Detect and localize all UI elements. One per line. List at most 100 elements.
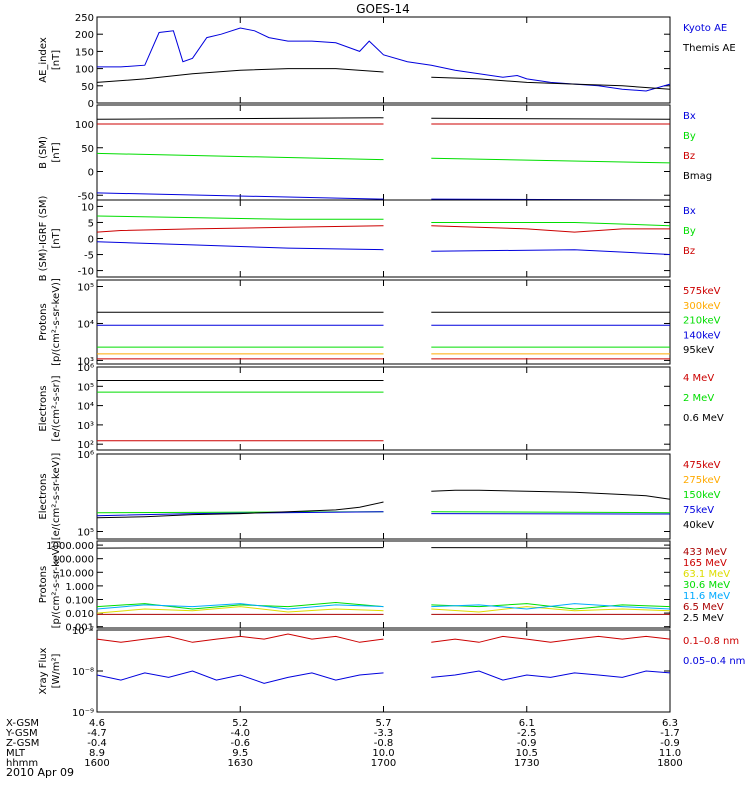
footer-value: 10.0 [372, 748, 394, 759]
series-line [431, 547, 671, 549]
y-tick-label: 100 [75, 65, 94, 76]
footer-value: 1730 [514, 758, 539, 769]
y-tick-label: 150 [75, 47, 94, 58]
legend-entry: By [683, 226, 696, 237]
panel-3: 10³ 10⁴ 10⁵ Protons [p/(cm²-s-sr-keV)] 575keV… [38, 278, 721, 367]
y-tick-label: -50 [78, 191, 94, 202]
series-line [431, 76, 671, 90]
footer-value: 5.7 [376, 718, 392, 729]
footer-value: 1630 [228, 758, 253, 769]
y-axis-label: [p/(cm²-s-sr-keV)] [51, 278, 62, 366]
series-line [96, 547, 384, 549]
y-tick-label: 0.001 [65, 623, 94, 634]
y-tick-label: 10⁵ [77, 283, 94, 294]
footer-value: -0.4 [87, 738, 107, 749]
panel-1: -50 0 50 100 B (SM) [nT] Bx By Bz Bmag [38, 104, 712, 202]
y-tick-label: 0 [88, 99, 94, 110]
y-tick-label: 10⁻⁹ [72, 708, 94, 719]
y-tick-label: 0.010 [65, 609, 94, 620]
y-tick-label: 100.000 [53, 555, 94, 566]
legend-entry: 210keV [683, 316, 721, 327]
footer-value: 6.3 [662, 718, 678, 729]
legend-entry: 0.05–0.4 nm [683, 656, 745, 667]
footer-value: 1600 [84, 758, 109, 769]
series-line [431, 117, 671, 120]
series-line [96, 192, 384, 200]
y-tick-label: 250 [75, 13, 94, 24]
legend-entry: 0.1–0.8 nm [683, 636, 739, 647]
y-tick-label: 10⁻⁸ [72, 667, 94, 678]
y-tick-label: 200 [75, 30, 94, 41]
legend-entry: 63.1 MeV [683, 569, 730, 580]
series-line [96, 225, 384, 233]
footer-row-label: MLT [6, 748, 26, 759]
series-line [431, 249, 671, 255]
series-line [96, 152, 384, 161]
panel-frame [96, 279, 671, 365]
legend-entry: 275keV [683, 475, 721, 486]
legend-entry: Kyoto AE [683, 23, 727, 34]
panel-frame [96, 199, 671, 278]
footer-row-label: hhmm [6, 758, 38, 769]
y-tick-label: 10⁻⁷ [72, 626, 94, 637]
footer-value: 5.2 [232, 718, 248, 729]
y-axis-label: [e/(cm²-s-sr)] [51, 375, 62, 441]
series-line [97, 27, 671, 92]
date-label: 2010 Apr 09 [6, 766, 74, 779]
footer-value: -1.7 [660, 728, 680, 739]
y-tick-label: 0 [88, 168, 94, 179]
y-tick-label: 10⁴ [77, 319, 94, 330]
y-tick-label: -10 [78, 267, 94, 278]
y-tick-label: 50 [81, 82, 94, 93]
y-axis-label: [e/(cm²-s-sr-keV)] [51, 453, 62, 541]
series-line [431, 511, 671, 514]
y-axis-label: Protons [38, 566, 49, 603]
footer-value: -2.5 [517, 728, 537, 739]
legend-entry: 140keV [683, 330, 721, 341]
y-tick-label: 10³ [77, 356, 94, 367]
series-line [431, 225, 670, 233]
series-line [96, 601, 384, 610]
y-axis-label: [p/(cm²-s-sr-keV)] [51, 541, 62, 629]
y-axis-label: Electrons [38, 385, 49, 431]
ephemeris-footer: X-GSM 4.6 5.2 5.7 6.1 6.3 Y-GSM -4.7 -4.0 -3.3 -2.… [5, 718, 683, 769]
series-line [96, 606, 384, 614]
y-tick-label: 100 [75, 120, 94, 131]
series-line [431, 603, 671, 610]
y-axis-label: B (SM) [38, 136, 49, 169]
legend-entry: 475keV [683, 460, 721, 471]
y-axis-label: Protons [38, 303, 49, 340]
footer-value: -0.9 [660, 738, 680, 749]
legend-entry: 433 MeV [683, 547, 727, 558]
chart-title: GOES-14 [356, 2, 410, 16]
footer-value: 4.6 [89, 718, 105, 729]
panel-frame [96, 366, 671, 451]
series-line [431, 635, 671, 643]
footer-value: -4.0 [230, 728, 250, 739]
legend-entry: 150keV [683, 490, 721, 501]
footer-value: 6.1 [519, 718, 535, 729]
legend-entry: 40keV [683, 520, 714, 531]
footer-value: -0.8 [374, 738, 394, 749]
legend-entry: 165 MeV [683, 558, 727, 569]
panel-frame [96, 629, 671, 713]
panel-frame [96, 540, 671, 629]
y-tick-label: 10.000 [59, 568, 94, 579]
y-tick-label: 10⁵ [77, 527, 94, 538]
footer-value: -0.6 [230, 738, 250, 749]
legend-entry: 4 MeV [683, 373, 714, 384]
y-tick-label: -5 [84, 251, 94, 262]
legend-entry: Bx [683, 111, 696, 122]
series-line [96, 511, 384, 517]
y-tick-label: 10⁵ [77, 382, 94, 393]
legend-entry: Themis AE [682, 43, 736, 54]
y-axis-label: B (SM)-IGRF (SM) [38, 196, 49, 282]
y-axis-label: Xray Flux [38, 647, 49, 694]
series-line [96, 215, 384, 220]
y-axis-label: [nT] [51, 228, 62, 248]
series-line [431, 489, 671, 500]
y-axis-label: [W/m²] [51, 653, 62, 688]
legend-entry: 75keV [683, 505, 714, 516]
panel-2: -10 -5 0 5 10 B (SM)-IGRF (SM) [nT] Bx By Bz [38, 196, 696, 282]
